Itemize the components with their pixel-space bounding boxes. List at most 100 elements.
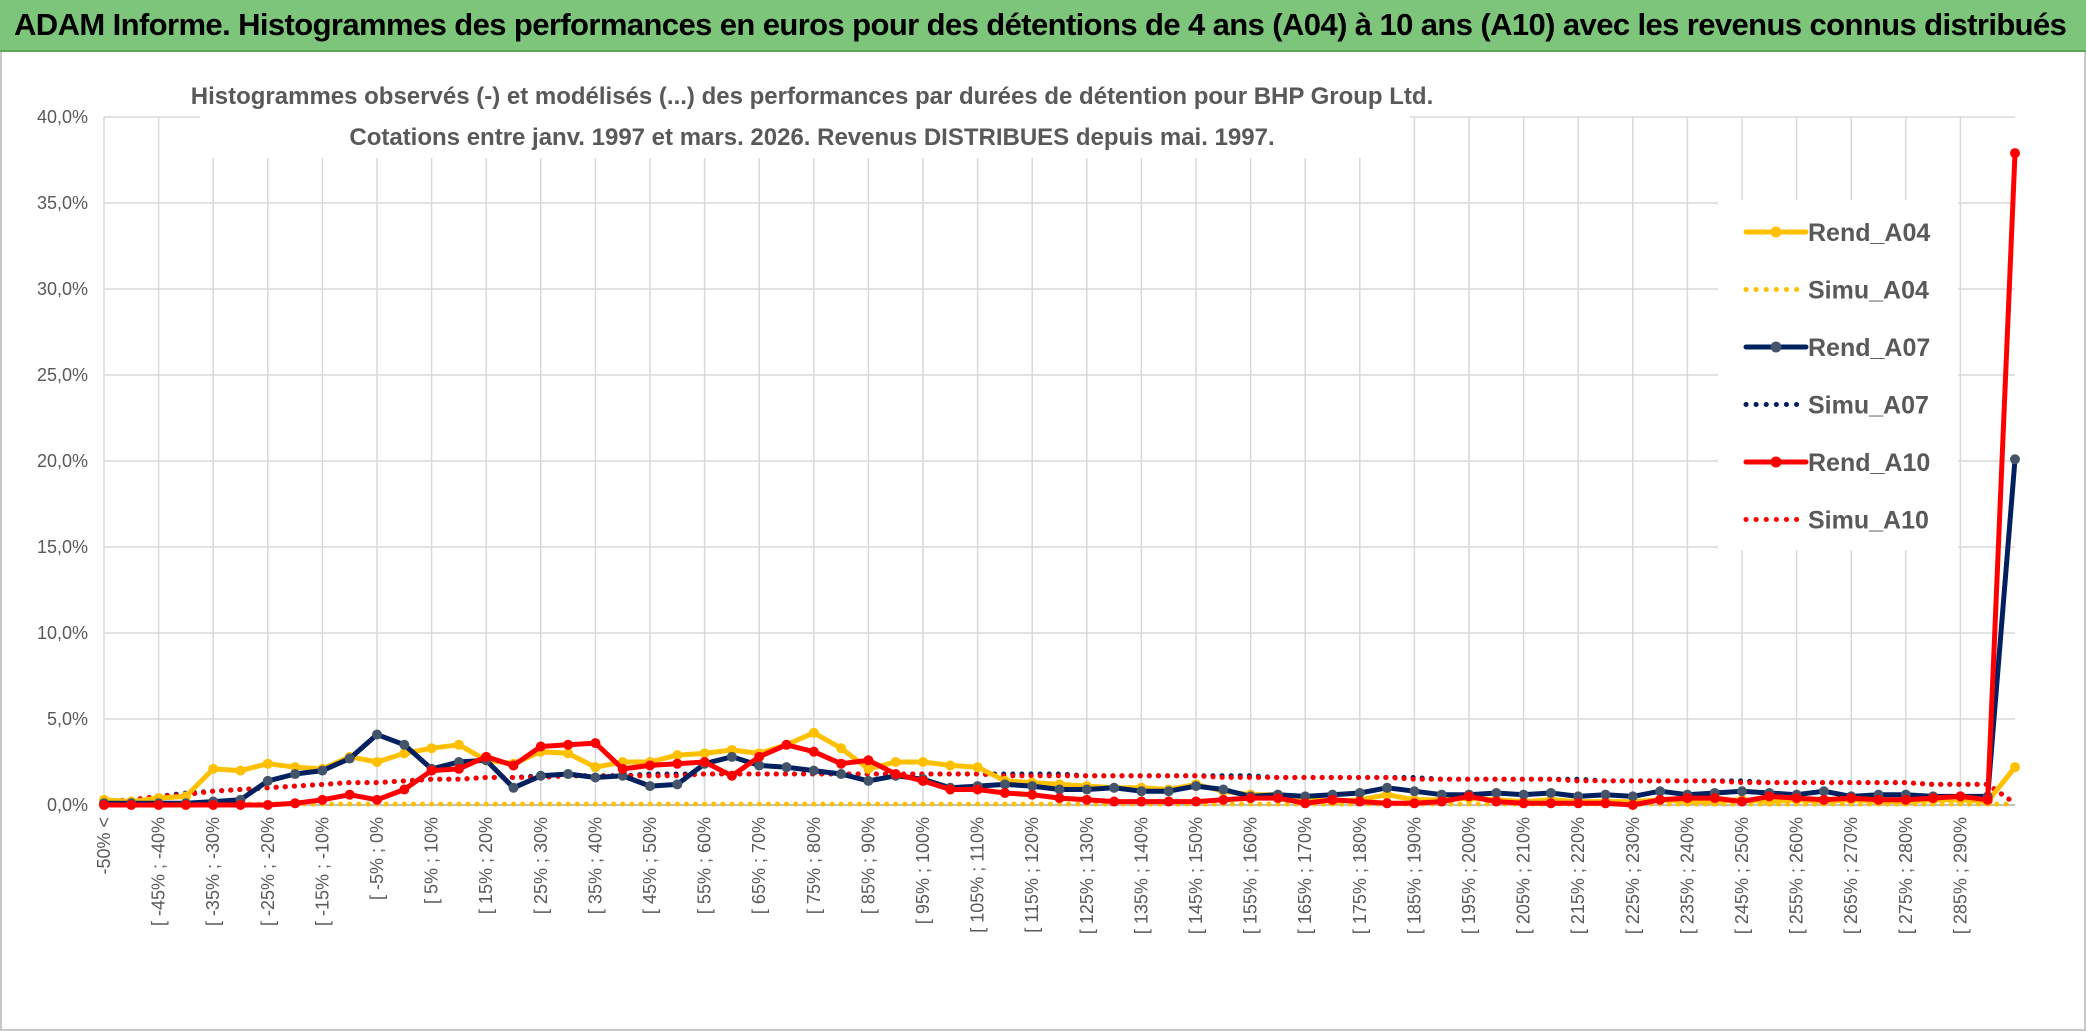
data-point [617, 770, 628, 781]
legend-marker [1770, 226, 1782, 238]
data-point [1518, 789, 1529, 800]
data-point [645, 781, 655, 792]
data-point [1409, 786, 1420, 797]
data-point [290, 769, 301, 780]
data-point [945, 784, 956, 795]
data-point [1272, 793, 1283, 804]
x-tick-label: [ 115% ; 120% [1022, 817, 1042, 933]
data-point [590, 762, 601, 773]
data-point [699, 757, 710, 767]
data-point [1382, 789, 1393, 800]
x-tick-label: [ -35% ; -30% [203, 817, 223, 926]
data-point [1027, 781, 1038, 792]
legend: Rend_A04 Simu_A04 Rend_A07 Simu_A07 Rend_A10… [1718, 200, 1958, 550]
legend-label: Rend_A04 [1808, 219, 1930, 247]
data-point [1573, 791, 1584, 802]
data-point [372, 729, 382, 740]
data-point [1573, 798, 1584, 809]
data-point [1545, 798, 1556, 809]
data-point [563, 739, 574, 750]
data-point [99, 800, 109, 810]
data-point [1791, 793, 1802, 804]
data-point [863, 755, 874, 766]
data-point [863, 775, 874, 786]
data-point [1027, 789, 1038, 800]
y-axis-ticks: 0,0% 5,0% 10,0% 15,0% 20,0% 25,0% 30,0% 35,0% 40… [37, 107, 88, 815]
y-tick-label: 15,0% [37, 537, 88, 557]
chart-title: Histogrammes observés (-) et modélisés (… [191, 83, 1434, 110]
x-tick-label: [ 85% ; 90% [858, 817, 878, 914]
data-point [508, 782, 519, 793]
legend-label: Rend_A07 [1808, 334, 1930, 362]
legend-box [1718, 200, 1958, 550]
data-point [535, 770, 546, 781]
data-point [399, 748, 410, 759]
data-point [1218, 794, 1229, 805]
data-point [1081, 784, 1092, 795]
data-point [1655, 786, 1666, 797]
data-point [317, 765, 328, 776]
legend-label: Simu_A04 [1808, 277, 1929, 305]
x-tick-label: [ 45% ; 50% [640, 817, 660, 914]
data-point [590, 738, 601, 749]
x-tick-label: [ 105% ; 110% [968, 817, 988, 933]
data-point [1627, 800, 1638, 810]
x-tick-label: [ -5% ; 0% [367, 817, 387, 900]
data-point [918, 775, 928, 786]
x-tick-label: [ 185% ; 190% [1404, 817, 1424, 934]
x-tick-label: [ 155% ; 160% [1241, 817, 1261, 934]
data-point [2010, 148, 2020, 159]
data-point [1409, 798, 1420, 809]
data-point [208, 800, 219, 810]
data-point [672, 758, 683, 769]
data-point [290, 798, 301, 809]
data-point [1382, 782, 1393, 793]
data-point [1846, 793, 1857, 804]
data-point [836, 758, 847, 769]
data-point [1109, 796, 1120, 807]
y-tick-label: 0,0% [47, 795, 88, 815]
chart-subtitle: Cotations entre janv. 1997 et mars. 2026… [349, 124, 1274, 151]
data-point [317, 794, 328, 805]
data-point [672, 779, 683, 790]
data-point [153, 800, 164, 810]
x-tick-label: [ -45% ; -40% [149, 817, 169, 926]
data-point [399, 739, 410, 750]
data-point [1054, 784, 1065, 795]
data-point [1354, 787, 1365, 798]
data-point [754, 760, 765, 771]
data-point [808, 746, 819, 757]
data-point [645, 760, 655, 771]
legend-label: Rend_A10 [1808, 449, 1930, 477]
x-tick-label: [ 55% ; 60% [695, 817, 715, 914]
x-tick-label: [ 135% ; 140% [1131, 817, 1151, 934]
data-point [262, 758, 273, 769]
data-point [999, 779, 1010, 790]
y-tick-label: 20,0% [37, 451, 88, 471]
data-point [372, 794, 382, 805]
legend-label: Simu_A10 [1808, 507, 1929, 535]
data-point [563, 748, 574, 759]
data-point [808, 765, 819, 776]
data-point [836, 743, 847, 754]
data-point [1300, 798, 1311, 809]
x-tick-label: [ 195% ; 200% [1459, 817, 1479, 934]
data-point [453, 763, 464, 774]
x-tick-label: -50% < [94, 817, 114, 875]
data-point [563, 769, 574, 780]
x-tick-label: [ 95% ; 100% [913, 817, 933, 924]
data-point [1491, 787, 1502, 798]
x-tick-label: [ 15% ; 20% [476, 817, 496, 914]
y-tick-label: 40,0% [37, 107, 88, 127]
data-point [126, 800, 137, 810]
data-point [1109, 782, 1120, 793]
data-point [999, 787, 1010, 798]
x-tick-label: [ 265% ; 270% [1841, 817, 1861, 934]
data-point [453, 739, 464, 750]
x-tick-label: [ 75% ; 80% [804, 817, 824, 914]
data-point [1600, 789, 1611, 800]
y-tick-label: 10,0% [37, 623, 88, 643]
y-tick-label: 5,0% [47, 709, 88, 729]
x-tick-label: [ 65% ; 70% [749, 817, 769, 914]
data-point [2010, 762, 2020, 773]
